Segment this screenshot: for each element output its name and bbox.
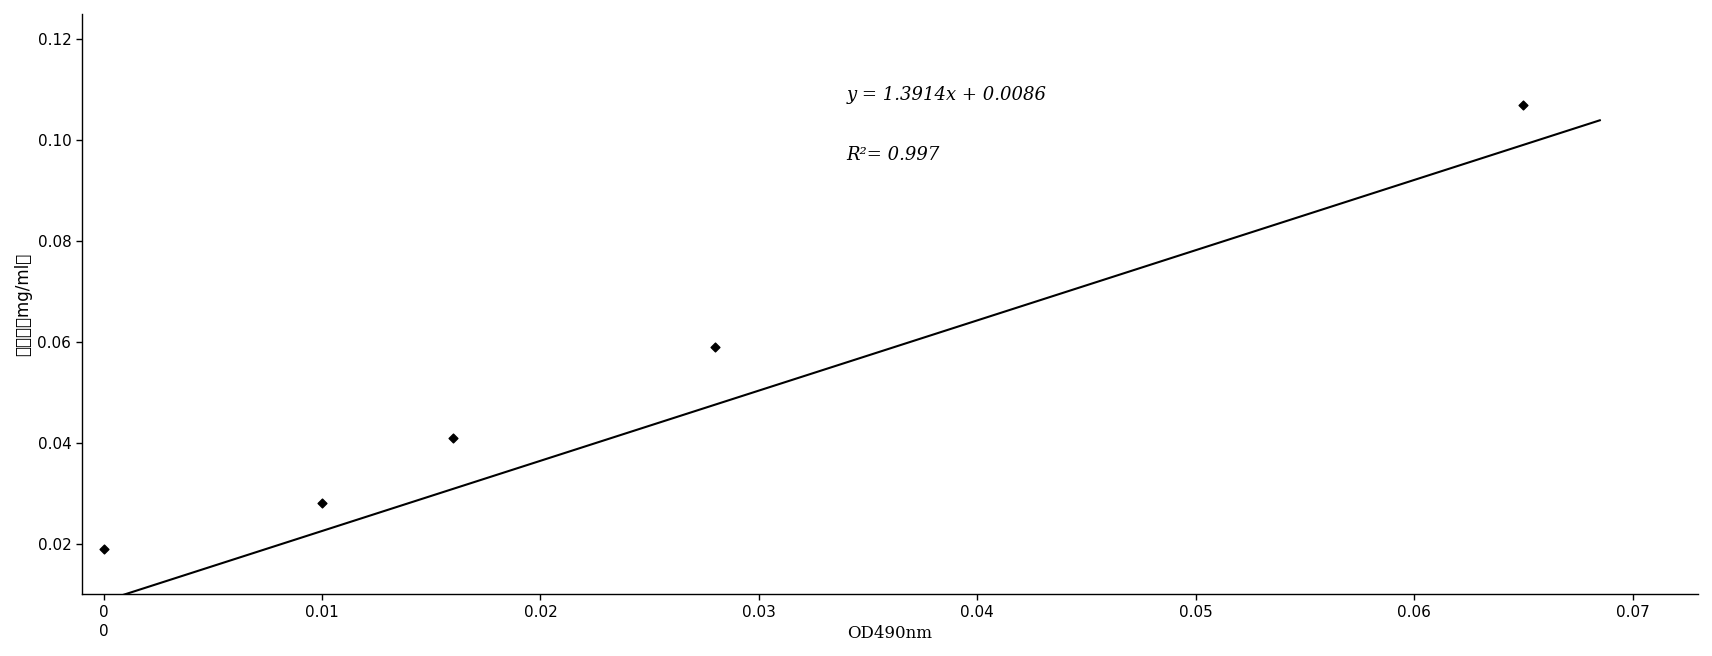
Text: R²= 0.997: R²= 0.997 [846,146,940,164]
Point [1510,100,1537,110]
Point [702,342,729,352]
X-axis label: OD490nm: OD490nm [847,625,933,642]
Point [308,498,336,508]
Point [440,432,467,443]
Y-axis label: 糖含量（mg/ml）: 糖含量（mg/ml） [14,253,33,356]
Text: 0: 0 [99,625,108,640]
Point [91,543,118,554]
Text: y = 1.3914x + 0.0086: y = 1.3914x + 0.0086 [846,86,1046,104]
